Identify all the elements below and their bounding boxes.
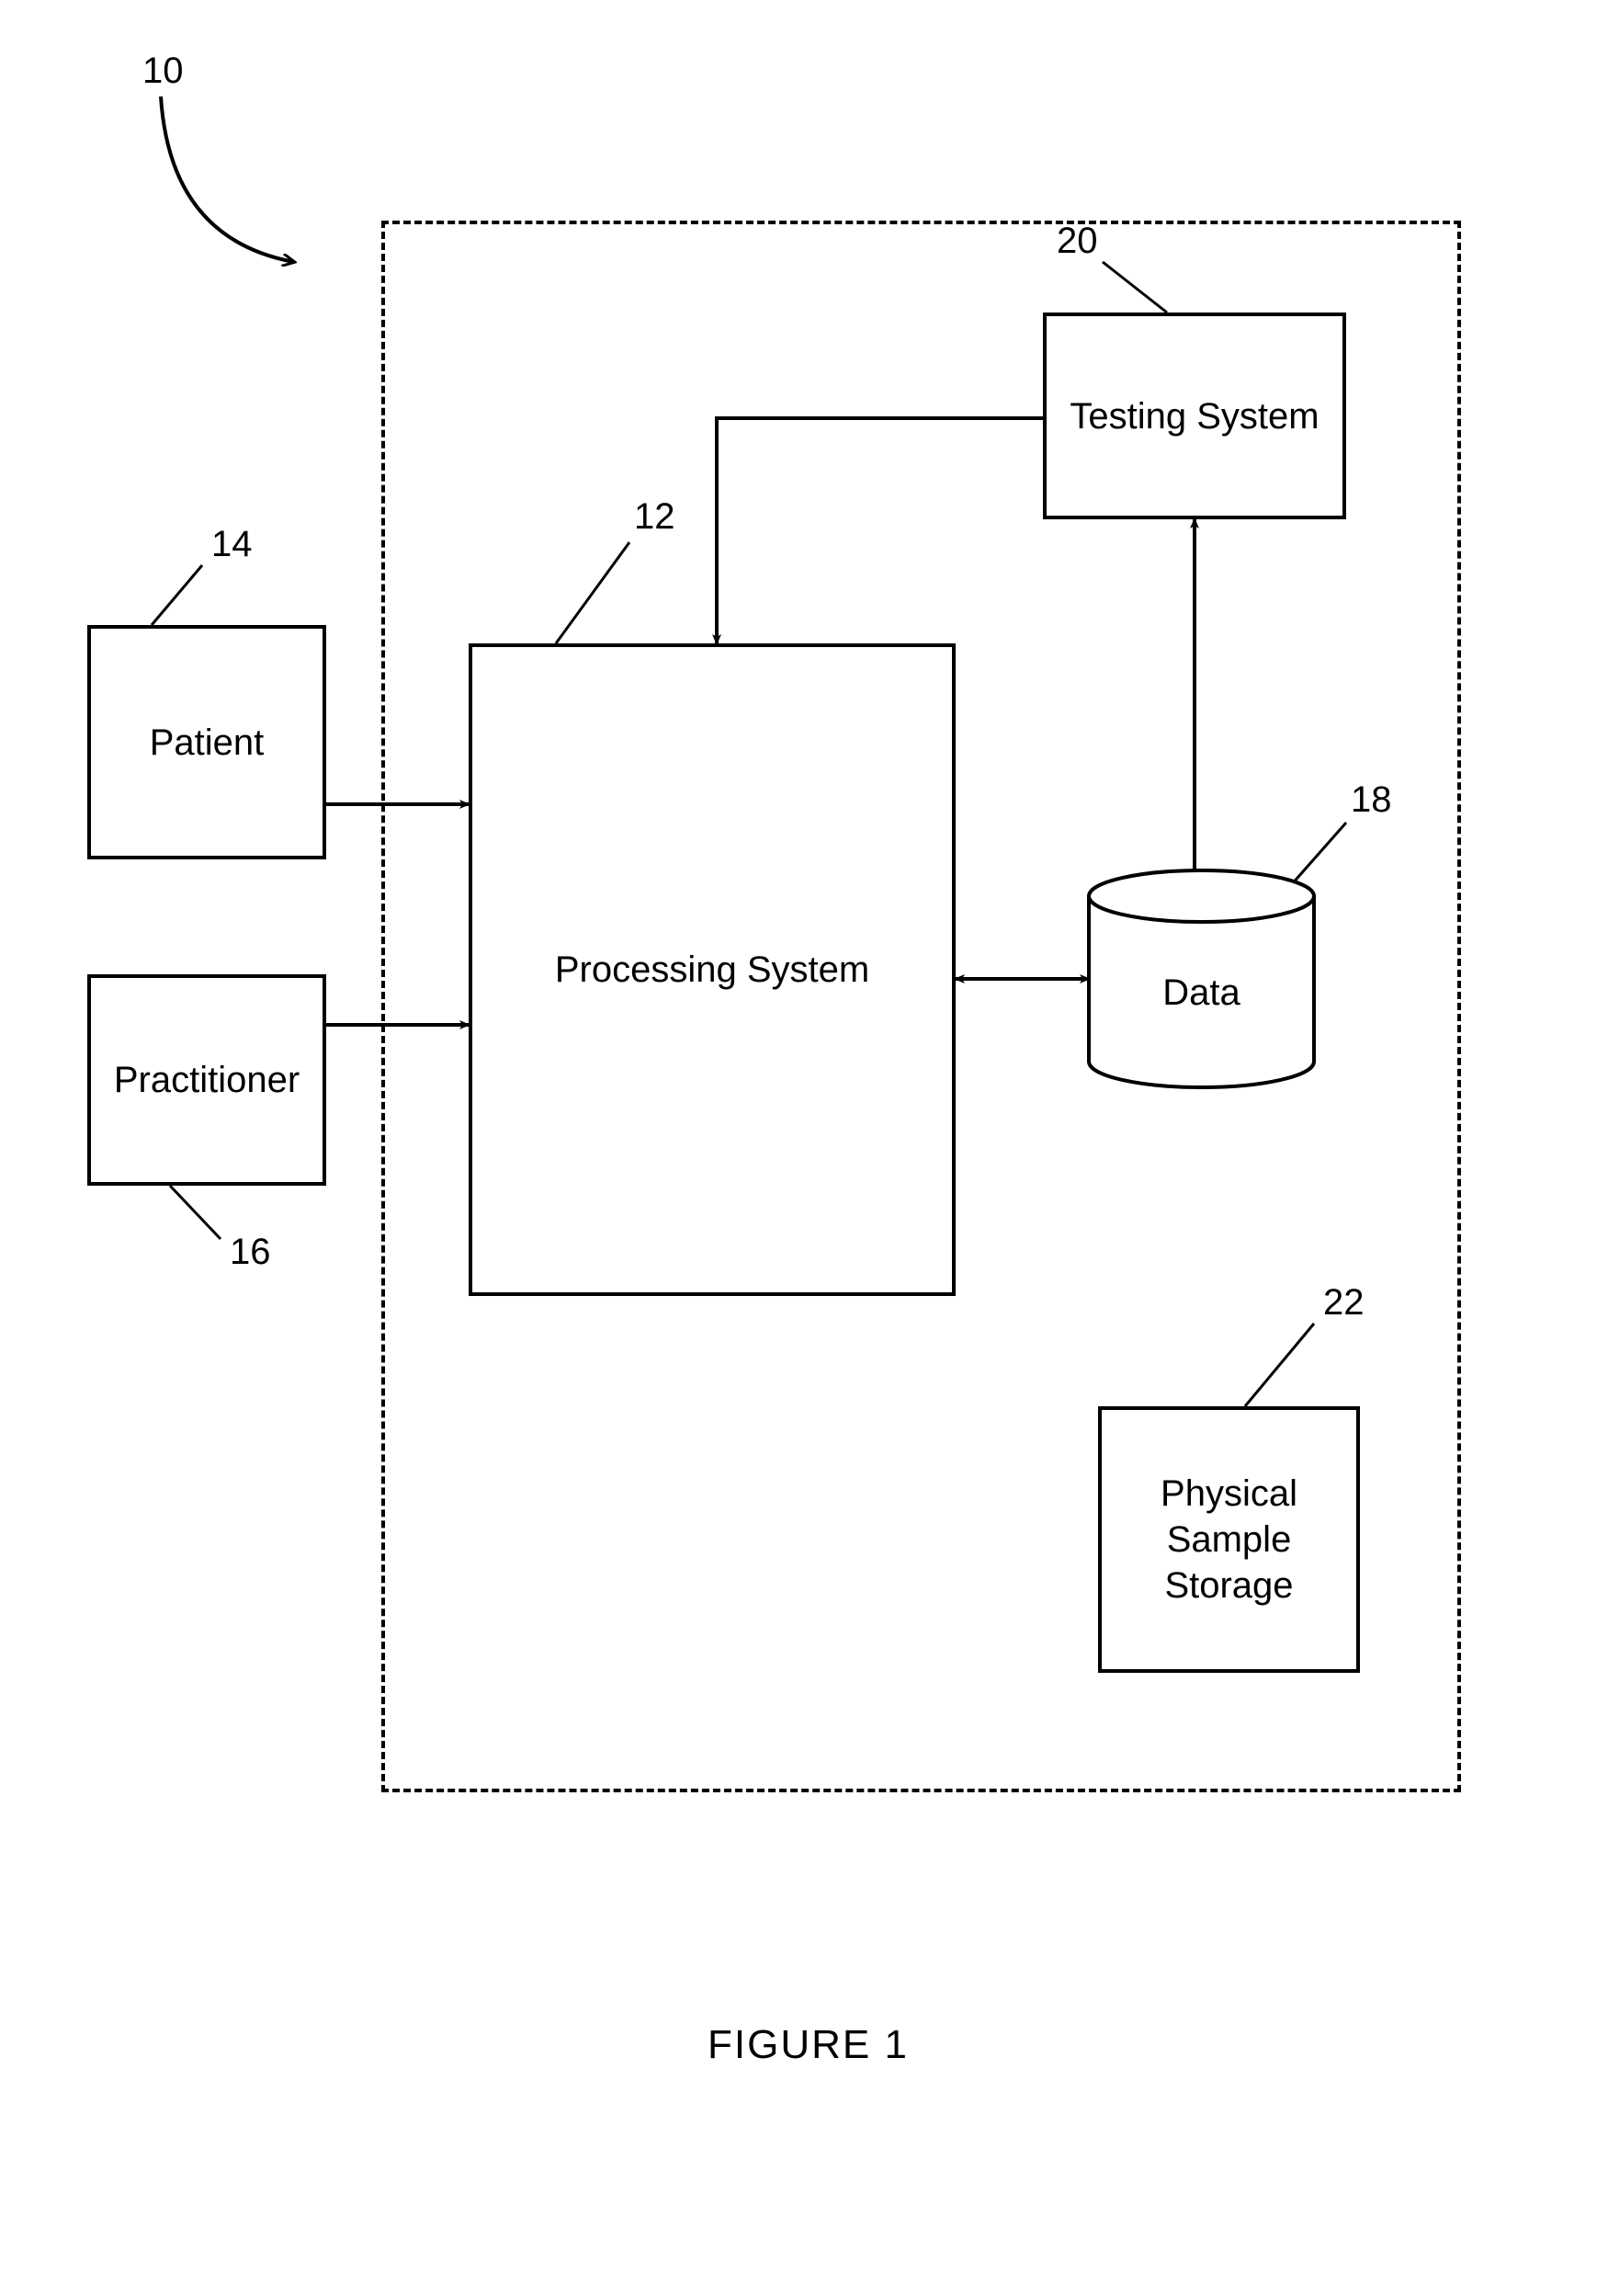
data-cylinder-label-wrap: Data (1089, 924, 1314, 1062)
storage-box: Physical Sample Storage (1098, 1406, 1360, 1673)
processing-label: Processing System (555, 947, 869, 993)
leader-practitioner (170, 1186, 221, 1239)
storage-label: Physical Sample Storage (1102, 1471, 1356, 1608)
figure-caption: FIGURE 1 (708, 2022, 909, 2068)
refnum-12: 12 (634, 496, 675, 538)
refnum-20: 20 (1057, 221, 1098, 262)
refnum-18: 18 (1351, 779, 1392, 821)
data-label: Data (1162, 970, 1240, 1016)
refnum-14: 14 (211, 524, 253, 565)
refnum-16: 16 (230, 1232, 271, 1273)
testing-system-box: Testing System (1043, 313, 1346, 519)
diagram-canvas: Patient Practitioner Processing System T… (0, 0, 1597, 2296)
practitioner-box: Practitioner (87, 974, 326, 1186)
processing-system-box: Processing System (469, 643, 956, 1296)
ref-10-curve (161, 97, 294, 262)
practitioner-label: Practitioner (114, 1057, 300, 1103)
refnum-10: 10 (142, 51, 184, 92)
testing-label: Testing System (1070, 393, 1319, 439)
refnum-22: 22 (1323, 1282, 1365, 1324)
leader-patient (152, 565, 202, 625)
patient-box: Patient (87, 625, 326, 859)
patient-label: Patient (150, 720, 265, 766)
